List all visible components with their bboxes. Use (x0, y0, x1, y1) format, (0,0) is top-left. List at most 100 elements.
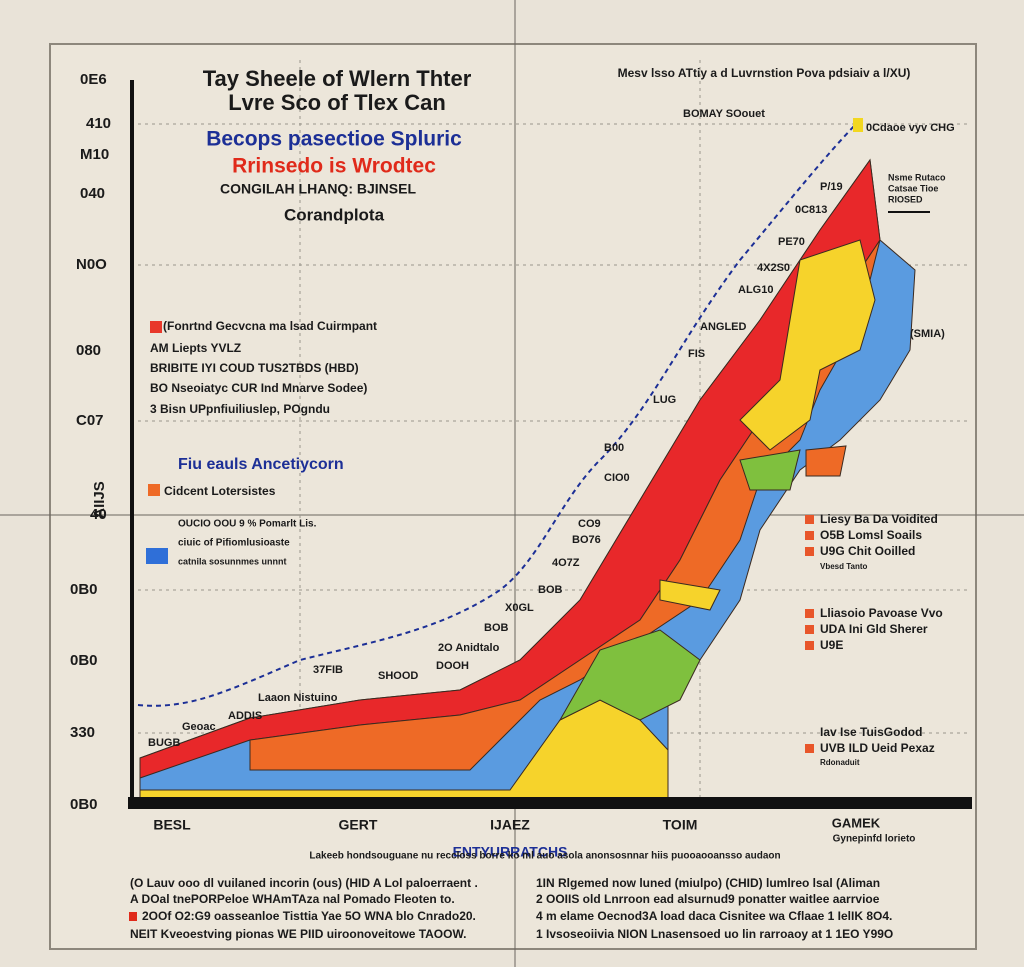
curve-label: BUGB (148, 737, 180, 749)
right-legend: Liesy Ba Da Voidited O5B Lomsl Soails U9… (805, 512, 943, 767)
y-tick-label: 0B0 (70, 796, 98, 813)
legend-item: UVB ILD Ueid Pexaz (820, 741, 935, 755)
x-tick-label: TOIM (663, 817, 698, 833)
curve-label: 4X2S0 (757, 262, 790, 274)
subcaption: Corandplota (284, 205, 385, 224)
y-tick-label: 410 (86, 115, 111, 132)
footer-line: A DOal tnePORPeloe WHAmTAza nal Pomado F… (130, 892, 455, 906)
legend-item: Lliasoio Pavoase Vvo (820, 606, 943, 620)
area-yellow (659, 579, 721, 611)
curve-label: Geoac (182, 721, 216, 733)
y-tick-label: 0B0 (70, 581, 98, 598)
legend-item: ciuic of Pifiomlusioaste (178, 538, 290, 549)
legend-swatch (805, 609, 814, 618)
y-tick-label: 080 (76, 342, 101, 359)
legend-swatch (805, 744, 814, 753)
legend-swatch (805, 515, 814, 524)
footer-line: 2 OOIIS old Lnrroon ead alsurnud9 ponatt… (536, 892, 880, 906)
y-tick-label: 40 (90, 506, 107, 523)
curve-label: ADDIS (228, 710, 262, 722)
caption: CONGILAH LHANQ: BJINSEL (220, 181, 416, 197)
y-tick-label: 0E6 (80, 71, 107, 88)
x-axis-note: Gynepinfd lorieto (833, 834, 916, 845)
x-tick-label: IJAEZ (490, 817, 530, 833)
curve-label: 37FIB (313, 664, 343, 676)
legend-swatch (146, 548, 168, 564)
legend-swatch (805, 625, 814, 634)
legend-item: BO Nseoiatyc CUR Ind Mnarve Sodee) (150, 381, 367, 395)
area-green (739, 449, 801, 491)
x-tick-label: BESL (153, 817, 191, 833)
legend-item: 3 Bisn UPpnfiuiliuslep, POgndu (150, 402, 330, 416)
footer-caption: Lakeeb hondsouguane nu reccloss borre ko… (309, 851, 780, 862)
curve-label: BO76 (572, 534, 601, 546)
area-orange (805, 445, 847, 477)
x-axis (128, 797, 972, 809)
dotted-line (137, 119, 861, 707)
curve-label: CO9 (578, 518, 601, 530)
curve-label: P/19 (820, 181, 843, 193)
y-tick-label: 0B0 (70, 652, 98, 669)
curve-label: PE70 (778, 236, 805, 248)
curve-label: LUG (653, 394, 676, 406)
legend-item: Iav Ise TuisGodod (820, 725, 922, 739)
footer-line: 1 Ivsoseoiivia NION Lnasensoed uo lin ra… (536, 927, 893, 941)
footer-line: NEIT Kveoestving pionas WE PIID uiroonov… (130, 927, 466, 941)
x-axis-title: ENTYURRATCHS (453, 844, 568, 860)
legend-item: O5B Lomsl Soails (820, 528, 922, 542)
legend-item: (Fonrtnd Gecvcna ma lsad Cuirmpant (163, 319, 377, 333)
curve-label: 0Cdaoe vyv CHG (866, 122, 955, 134)
legend-item: Rdonaduit (820, 758, 860, 767)
curve-label: BOB (484, 622, 509, 634)
area-green (558, 629, 701, 722)
legend-item: catnila sosunnmes unnnt (178, 556, 287, 566)
subtitle: Becops pasectioe Spluric (206, 128, 462, 151)
curve-label: 4O7Z (552, 557, 580, 569)
legend-item: AM Liepts YVLZ (150, 341, 241, 355)
x-tick-label: GERT (339, 817, 378, 833)
legend-item: U9G Chit Ooilled (820, 544, 915, 558)
curve-label: FIS (688, 348, 705, 360)
curve-label: DOOH (436, 660, 469, 672)
curve-label: 0C813 (795, 204, 827, 216)
legend-item: UDA Ini Gld Sherer (820, 622, 928, 636)
y-tick-label: M10 (80, 146, 109, 163)
y-axis-title: AIIJS (91, 481, 108, 519)
footer-swatch (129, 912, 137, 921)
top-note: RIOSED (888, 194, 923, 204)
title: Lvre Sco of Tlex Can (228, 90, 446, 115)
curve-label: ALG10 (738, 284, 773, 296)
curve-label: (SMIA) (910, 328, 945, 340)
y-tick-label: 330 (70, 724, 95, 741)
legend-swatch (805, 547, 814, 556)
footer-line: 4 m elame Oecnod3A load daca Cisnitee wa… (536, 909, 892, 923)
y-tick-label: C07 (76, 412, 104, 429)
footer-line: 1IN Rlgemed now luned (miulpo) (CHID) lu… (536, 876, 880, 890)
area-yellow (739, 239, 876, 451)
title: Tay Sheele of Wlern Thter (203, 66, 472, 91)
legend-item: U9E (820, 638, 843, 652)
legend-item: Cidcent Lotersistes (164, 484, 276, 498)
right-header: Mesv lsso ATtiy a d Luvrnstion Pova pdsi… (618, 66, 911, 80)
legend-item: Vbesd Tanto (820, 562, 868, 571)
y-tick-label: 040 (80, 185, 105, 202)
x-tick-label: GAMEK (832, 815, 881, 830)
legend-item: Liesy Ba Da Voidited (820, 512, 938, 526)
curve-label: 2O Anidtalo (438, 642, 500, 654)
legend-item: OUCIO OOU 9 % Pomarlt Lis. (178, 519, 317, 530)
curve-label: ANGLED (700, 321, 747, 333)
curve-label: BOB (538, 584, 563, 596)
legend-swatch (148, 484, 160, 496)
curve-label: B00 (604, 442, 624, 454)
curve-label: Laaon Nistuino (258, 692, 338, 704)
footer-line: 2OOf O2:G9 oasseanloe Tisttia Yae 5O WNA… (142, 909, 476, 923)
curve-labels: BOMAY SOouet 0Cdaoe vyv CHG P/19 0C813 P… (148, 108, 955, 749)
footer-line: (O Lauv ooo dl vuilaned incorin (ous) (H… (130, 876, 478, 890)
curve-label: SHOOD (378, 670, 418, 682)
legend-swatch (150, 321, 162, 333)
marker (853, 118, 863, 132)
top-note: Nsme Rutaco (888, 172, 946, 182)
top-note: Catsae Tioe (888, 183, 938, 193)
curve-label: BOMAY SOouet (683, 108, 765, 120)
